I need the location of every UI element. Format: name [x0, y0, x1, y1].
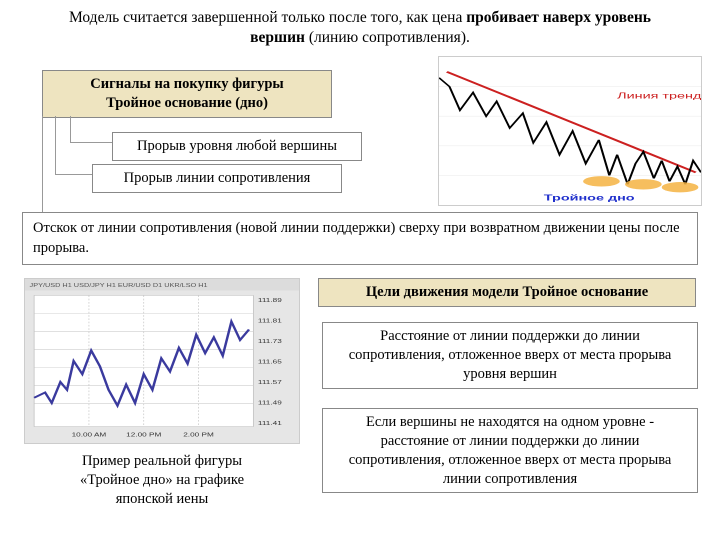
svg-text:111.65: 111.65 [258, 359, 282, 366]
title-mid: (линию сопротивления). [305, 29, 470, 46]
box-goals-header: Цели движения модели Тройное основание [318, 278, 696, 307]
break-resist-text: Прорыв линии сопротивления [124, 170, 311, 186]
connector-3 [42, 116, 43, 214]
svg-text:111.81: 111.81 [258, 318, 282, 325]
svg-text:2.00 PM: 2.00 PM [183, 431, 214, 438]
bottom-label: Тройное дно [544, 194, 635, 203]
caption-l1: Пример реальной фигуры [40, 452, 284, 471]
dist1-text: Расстояние от линии поддержки до линии с… [349, 328, 672, 382]
box-bounce: Отскок от линии сопротивления (новой лин… [22, 212, 698, 265]
box-distance-2: Если вершины не находятся на одном уровн… [322, 408, 698, 493]
caption-l2: «Тройное дно» на графике [40, 471, 284, 490]
svg-text:JPY/USD H1 USD/JPY H1 EUR/US: JPY/USD H1 USD/JPY H1 EUR/USD D1 UKR/LSO… [30, 283, 209, 289]
svg-text:111.57: 111.57 [258, 379, 282, 386]
signals-line1: Сигналы на покупку фигуры [51, 75, 323, 94]
box-break-peak: Прорыв уровня любой вершины [112, 132, 362, 161]
svg-text:111.49: 111.49 [258, 400, 282, 407]
svg-text:111.89: 111.89 [258, 297, 282, 304]
trend-label: Линия тренда [617, 91, 701, 100]
box-distance-1: Расстояние от линии поддержки до линии с… [322, 322, 698, 389]
chart-yen-example: JPY/USD H1 USD/JPY H1 EUR/USD D1 UKR/LSO… [24, 278, 300, 444]
connector-2 [55, 116, 95, 175]
svg-text:12.00 PM: 12.00 PM [126, 431, 161, 438]
box-break-resistance: Прорыв линии сопротивления [92, 164, 342, 193]
dist2-text: Если вершины не находятся на одном уровн… [349, 414, 672, 487]
svg-text:111.41: 111.41 [258, 420, 282, 427]
svg-text:111.73: 111.73 [258, 338, 282, 345]
slide-title: Модель считается завершенной только посл… [0, 0, 720, 54]
box-buy-signals: Сигналы на покупку фигуры Тройное основа… [42, 70, 332, 118]
goals-text: Цели движения модели Тройное основание [366, 284, 648, 300]
break-peak-text: Прорыв уровня любой вершины [137, 138, 337, 154]
chart-yen-caption: Пример реальной фигуры «Тройное дно» на … [40, 452, 284, 509]
title-pre: Модель считается завершенной только посл… [69, 9, 466, 26]
signals-line2: Тройное основание (дно) [51, 94, 323, 113]
svg-text:10.00 AM: 10.00 AM [72, 431, 107, 438]
chart-triple-bottom: Линия тренда Тройное дно [438, 56, 702, 206]
bounce-text: Отскок от линии сопротивления (новой лин… [33, 220, 680, 256]
caption-l3: японской иены [40, 490, 284, 509]
